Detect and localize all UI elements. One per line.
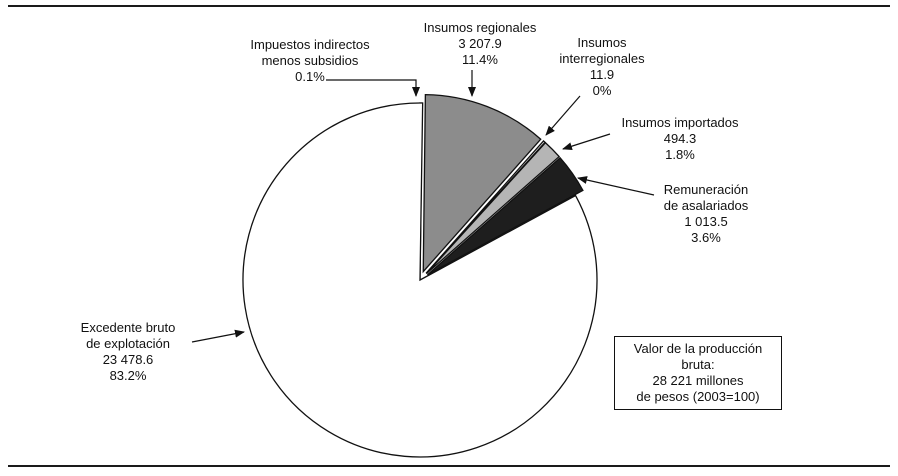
label-remuneracion: Remuneración de asalariados 1 013.5 3.6% <box>636 182 776 246</box>
label-impuestos-line2: menos subsidios <box>261 53 359 68</box>
note-line3: 28 221 millones <box>652 373 744 388</box>
note-line4: de pesos (2003=100) <box>636 389 760 404</box>
label-regionales-name: Insumos regionales <box>423 20 537 35</box>
label-regionales-percent: 11.4% <box>462 52 498 67</box>
label-excedente-line2: de explotación <box>86 336 170 351</box>
label-interregionales-line1: Insumos <box>577 35 627 50</box>
label-importados: Insumos importados 494.3 1.8% <box>600 115 760 163</box>
label-excedente-line1: Excedente bruto <box>80 320 176 335</box>
label-regionales: Insumos regionales 3 207.9 11.4% <box>400 20 560 68</box>
label-interregionales-percent: 0% <box>592 83 612 98</box>
leader-arrow-impuestos <box>326 79 420 97</box>
label-importados-name: Insumos importados <box>621 115 739 130</box>
label-interregionales-line2: interregionales <box>559 51 645 66</box>
pie-slice-importados <box>425 141 561 275</box>
label-importados-value: 494.3 <box>663 131 697 146</box>
pie-slice-remuneracion <box>426 156 584 276</box>
note-line1: Valor de la producción <box>633 341 763 356</box>
label-impuestos: Impuestos indirectos menos subsidios 0.1… <box>230 37 390 85</box>
leader-arrow-remuneracion <box>577 176 655 196</box>
pie-slice-excedente <box>242 102 598 458</box>
pie-slice-regionales <box>422 93 542 274</box>
leader-arrow-interregionales <box>545 95 581 136</box>
label-excedente-value: 23 478.6 <box>102 352 154 367</box>
label-impuestos-percent: 0.1% <box>295 69 325 84</box>
label-excedente: Excedente bruto de explotación 23 478.6 … <box>68 320 188 384</box>
label-importados-percent: 1.8% <box>665 147 695 162</box>
label-remuneracion-percent: 3.6% <box>691 230 721 245</box>
label-excedente-percent: 83.2% <box>109 368 147 383</box>
note-line2: bruta: <box>681 357 715 372</box>
label-remuneracion-line1: Remuneración <box>663 182 749 197</box>
bottom-rule <box>8 465 890 467</box>
top-rule <box>8 5 890 7</box>
label-remuneracion-value: 1 013.5 <box>684 214 728 229</box>
label-regionales-value: 3 207.9 <box>458 36 502 51</box>
label-remuneracion-line2: de asalariados <box>663 198 749 213</box>
label-impuestos-line1: Impuestos indirectos <box>250 37 370 52</box>
leader-arrow-excedente <box>191 329 245 343</box>
production-value-note: Valor de la producción bruta: 28 221 mil… <box>614 336 782 410</box>
label-interregionales: Insumos interregionales 11.9 0% <box>542 35 662 99</box>
leader-arrow-importados <box>562 133 611 151</box>
label-interregionales-value: 11.9 <box>589 67 615 82</box>
